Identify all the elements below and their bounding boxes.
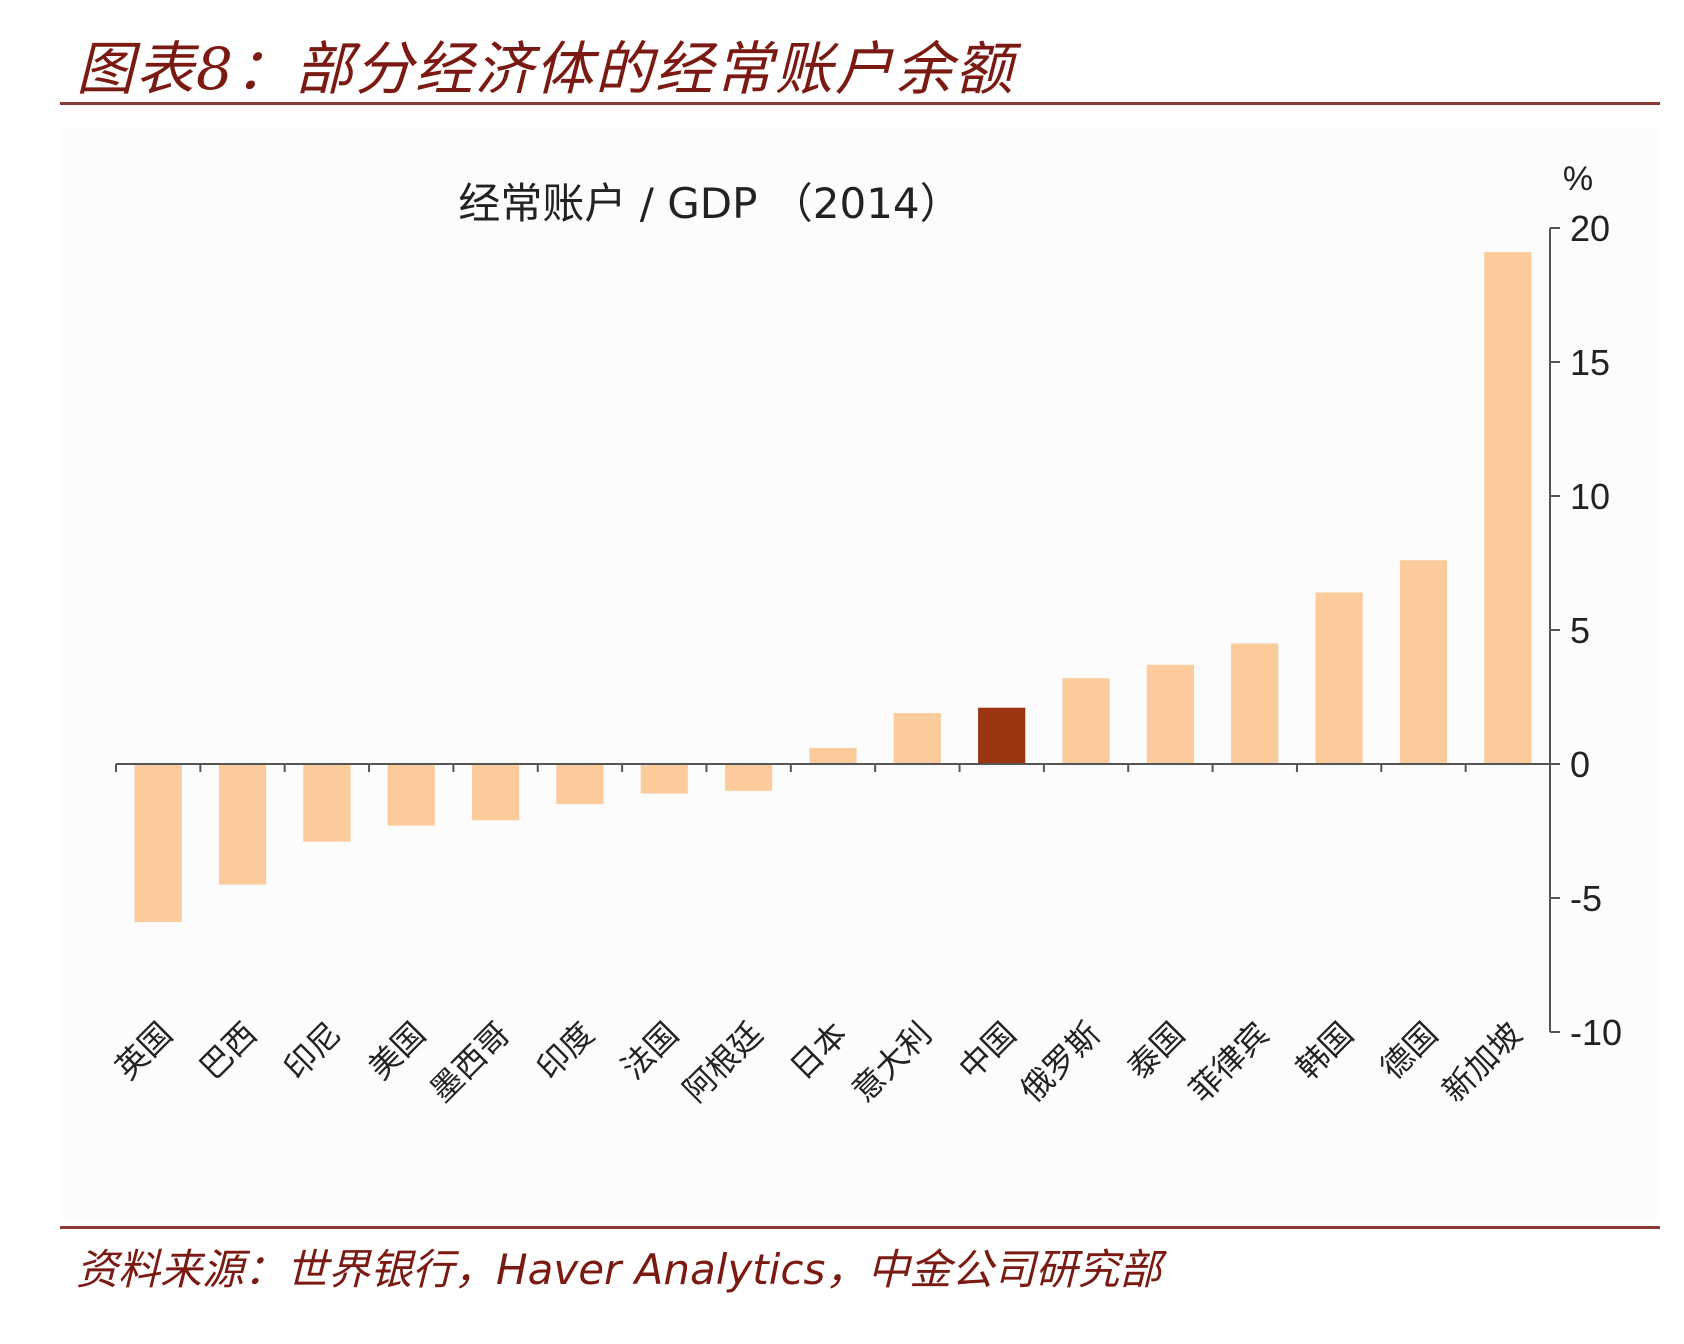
source-prefix: 资料来源：世界银行， <box>76 1245 497 1294</box>
bar-俄罗斯 <box>1062 678 1110 764</box>
bar-新加坡 <box>1484 252 1532 764</box>
y-tick-label: 10 <box>1570 476 1610 517</box>
bar-日本 <box>809 747 857 764</box>
y-tick-label: -5 <box>1570 878 1602 919</box>
y-tick-label: 0 <box>1570 744 1590 785</box>
category-label: 日本 <box>783 1015 855 1087</box>
y-tick-label: 15 <box>1570 342 1610 383</box>
bar-chart: 经常账户 / GDP （2014） % 20 15 10 5 0 -5 -10 英国 巴西 印尼美… <box>108 160 1622 1110</box>
y-axis-unit-label: % <box>1563 160 1593 198</box>
bar-德国 <box>1399 560 1448 764</box>
source-suffix: ，中金公司研究部 <box>825 1245 1162 1294</box>
bar-印度 <box>556 764 604 805</box>
title-rule <box>60 102 1660 105</box>
category-label: 美国 <box>361 1015 433 1087</box>
category-label: 俄罗斯 <box>1013 1015 1108 1110</box>
y-tick-label: -10 <box>1570 1012 1622 1053</box>
category-label: 英国 <box>108 1015 180 1087</box>
bar-印尼 <box>303 764 351 842</box>
category-label: 新加坡 <box>1435 1015 1530 1110</box>
category-label: 菲律宾 <box>1182 1015 1277 1110</box>
bar-泰国 <box>1146 664 1194 764</box>
bar-美国 <box>387 764 435 826</box>
category-label: 印尼 <box>276 1015 348 1087</box>
bar-意大利 <box>893 713 941 764</box>
bar-英国 <box>134 764 182 923</box>
category-label: 德国 <box>1373 1015 1445 1087</box>
category-label: 巴西 <box>192 1015 264 1087</box>
bar-菲律宾 <box>1231 643 1279 764</box>
category-label: 墨西哥 <box>422 1015 517 1110</box>
bar-法国 <box>640 764 688 794</box>
source-rule <box>60 1226 1660 1229</box>
bar-韩国 <box>1315 592 1363 764</box>
y-tick-label: 20 <box>1570 208 1610 249</box>
category-label: 印度 <box>529 1015 601 1087</box>
source-note: 资料来源：世界银行，Haver Analytics，中金公司研究部 <box>76 1236 1161 1297</box>
chart-title: 经常账户 / GDP （2014） <box>458 179 961 228</box>
category-label: 法国 <box>614 1015 686 1087</box>
bar-中国 <box>978 707 1026 764</box>
bars-layer <box>134 252 1532 923</box>
chart-panel: 经常账户 / GDP （2014） % 20 15 10 5 0 -5 -10 英国 巴西 印尼美… <box>60 128 1660 1218</box>
category-label: 中国 <box>951 1015 1023 1087</box>
category-label: 阿根廷 <box>676 1015 771 1110</box>
source-latin: Haver Analytics <box>496 1245 826 1294</box>
bar-巴西 <box>218 764 267 885</box>
bar-墨西哥 <box>472 764 520 821</box>
bar-阿根廷 <box>725 764 773 791</box>
category-label: 泰国 <box>1120 1015 1192 1087</box>
category-label: 韩国 <box>1289 1015 1361 1087</box>
category-label: 意大利 <box>844 1015 939 1110</box>
figure-title: 图表8：部分经济体的经常账户余额 <box>76 35 1015 103</box>
y-tick-label: 5 <box>1570 610 1590 651</box>
axes-layer <box>115 227 1560 1033</box>
